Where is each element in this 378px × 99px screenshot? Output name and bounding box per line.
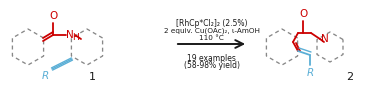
Text: O: O (49, 11, 57, 21)
Text: H: H (72, 32, 79, 41)
Text: 110 °C: 110 °C (199, 35, 224, 41)
Text: N: N (66, 30, 74, 40)
Text: [RhCp*Cl₂]₂ (2.5%): [RhCp*Cl₂]₂ (2.5%) (176, 19, 247, 28)
Text: 2 equiv. Cu(OAc)₂, ι-AmOH: 2 equiv. Cu(OAc)₂, ι-AmOH (164, 28, 260, 34)
Text: (58-98% yield): (58-98% yield) (183, 61, 240, 70)
Text: R: R (307, 68, 314, 78)
Text: O: O (299, 9, 307, 19)
Text: 19 examples: 19 examples (187, 53, 236, 62)
Text: 2: 2 (347, 72, 353, 82)
Text: R: R (42, 71, 49, 81)
Text: N: N (321, 34, 329, 44)
Text: 1: 1 (88, 72, 96, 82)
